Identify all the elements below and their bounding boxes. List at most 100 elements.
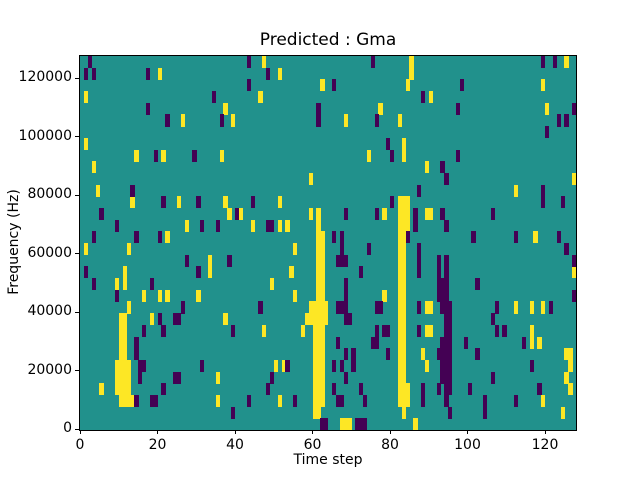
heatmap-cell-low (440, 207, 445, 221)
heatmap-cell-high (541, 79, 546, 92)
heatmap-cell-high (316, 254, 321, 267)
heatmap-cell-low (200, 219, 205, 232)
heatmap-cell-high (397, 336, 403, 349)
heatmap-cell-low (134, 231, 139, 244)
heatmap-cell-high (83, 243, 89, 256)
heatmap-cell-low (514, 394, 519, 408)
heatmap-cell-high (281, 359, 286, 372)
heatmap-cell-low (471, 231, 476, 244)
heatmap-cell-low (138, 359, 143, 372)
heatmap-cell-high (118, 394, 124, 408)
heatmap-cell-high (401, 149, 406, 162)
heatmap-cell-high (114, 383, 120, 396)
heatmap-cell-high (320, 324, 325, 337)
heatmap-cell-high (114, 278, 120, 291)
heatmap-cell-low (556, 231, 561, 244)
y-tick-label: 60000 (27, 244, 72, 261)
heatmap-cell-high (568, 383, 573, 396)
heatmap-cell-high (149, 313, 155, 326)
heatmap-cell-low (444, 219, 449, 232)
heatmap-cell-high (308, 313, 313, 326)
heatmap-cell-low (235, 207, 240, 221)
heatmap-cell-low (331, 79, 337, 92)
heatmap-cell-low (374, 301, 379, 314)
heatmap-cell-low (173, 313, 178, 326)
heatmap-cell-high (126, 359, 131, 372)
heatmap-cell-high (118, 359, 124, 372)
heatmap-cell-low (463, 336, 468, 349)
heatmap-cell-low (448, 301, 453, 314)
heatmap-cell-high (83, 137, 89, 150)
heatmap-cell-low (490, 371, 496, 384)
heatmap-cell-high (277, 67, 282, 80)
heatmap-cell-low (173, 371, 178, 384)
heatmap-cell-high (165, 289, 170, 302)
heatmap-cell-low (145, 102, 151, 115)
heatmap-cell-low (370, 56, 375, 69)
y-tick-label: 100000 (18, 127, 72, 144)
heatmap-cell-high (397, 207, 403, 221)
heatmap-cell-high (130, 394, 135, 408)
heatmap-cell-high (401, 301, 406, 314)
heatmap-cell-high (223, 313, 228, 326)
heatmap-cell-low (231, 324, 236, 337)
heatmap-cell-high (397, 348, 403, 361)
heatmap-cell-high (95, 184, 100, 197)
heatmap-cell-high (118, 371, 124, 384)
heatmap-cell-low (444, 324, 449, 337)
heatmap-cell-high (343, 114, 348, 127)
heatmap-cell-low (362, 394, 368, 408)
heatmap-cell-low (343, 289, 348, 302)
heatmap-cell-low (335, 254, 341, 267)
x-tick-label: 100 (454, 437, 481, 453)
heatmap-cell-high (320, 243, 325, 256)
heatmap-cell-high (397, 301, 403, 314)
heatmap-cell-high (277, 196, 282, 209)
heatmap-cell-low (343, 313, 348, 326)
heatmap-cell-low (91, 231, 96, 244)
heatmap-cell-high (424, 301, 430, 314)
heatmap-cell-low (324, 418, 329, 430)
heatmap-cell-high (118, 348, 124, 361)
heatmap-cell-high (397, 324, 403, 337)
heatmap-cell-high (568, 359, 573, 372)
heatmap-cell-low (149, 394, 155, 408)
heatmap-cell-low (417, 243, 422, 256)
heatmap-cell-high (215, 394, 220, 408)
heatmap-cell-low (362, 418, 368, 430)
heatmap-cell-low (475, 278, 480, 291)
heatmap-cell-high (405, 207, 410, 221)
heatmap-cell-high (320, 313, 325, 326)
heatmap-cell-low (444, 383, 449, 396)
heatmap-cell-high (428, 91, 434, 104)
heatmap-cell-high (223, 102, 228, 115)
heatmap-cell-high (401, 266, 406, 279)
heatmap-cell-low (413, 219, 418, 232)
heatmap-cell-high (401, 196, 406, 209)
heatmap-cell-high (401, 207, 406, 221)
heatmap-cell-low (83, 266, 89, 279)
x-tick-mark (157, 430, 158, 434)
heatmap-cell-high (316, 219, 321, 232)
heatmap-cell-high (157, 289, 162, 302)
heatmap-cell-high (397, 289, 403, 302)
heatmap-cell-low (548, 301, 554, 314)
heatmap-cell-high (122, 359, 127, 372)
heatmap-cell-low (444, 172, 449, 185)
heatmap-cell-low (161, 196, 166, 209)
heatmap-cell-low (219, 114, 224, 127)
heatmap-cell-high (397, 278, 403, 291)
heatmap-cell-low (266, 219, 271, 232)
heatmap-cell-low (339, 243, 344, 256)
heatmap-cell-high (238, 207, 244, 221)
heatmap-cell-high (126, 383, 131, 396)
heatmap-cell-low (374, 207, 379, 221)
heatmap-cell-high (122, 348, 127, 361)
heatmap-cell-low (455, 149, 461, 162)
heatmap-cell-low (494, 301, 499, 314)
heatmap-cell-low (514, 231, 519, 244)
heatmap-cell-low (91, 67, 96, 80)
y-tick-mark (75, 253, 79, 255)
x-tick-label: 120 (531, 437, 559, 453)
heatmap-cell-high (320, 254, 325, 267)
